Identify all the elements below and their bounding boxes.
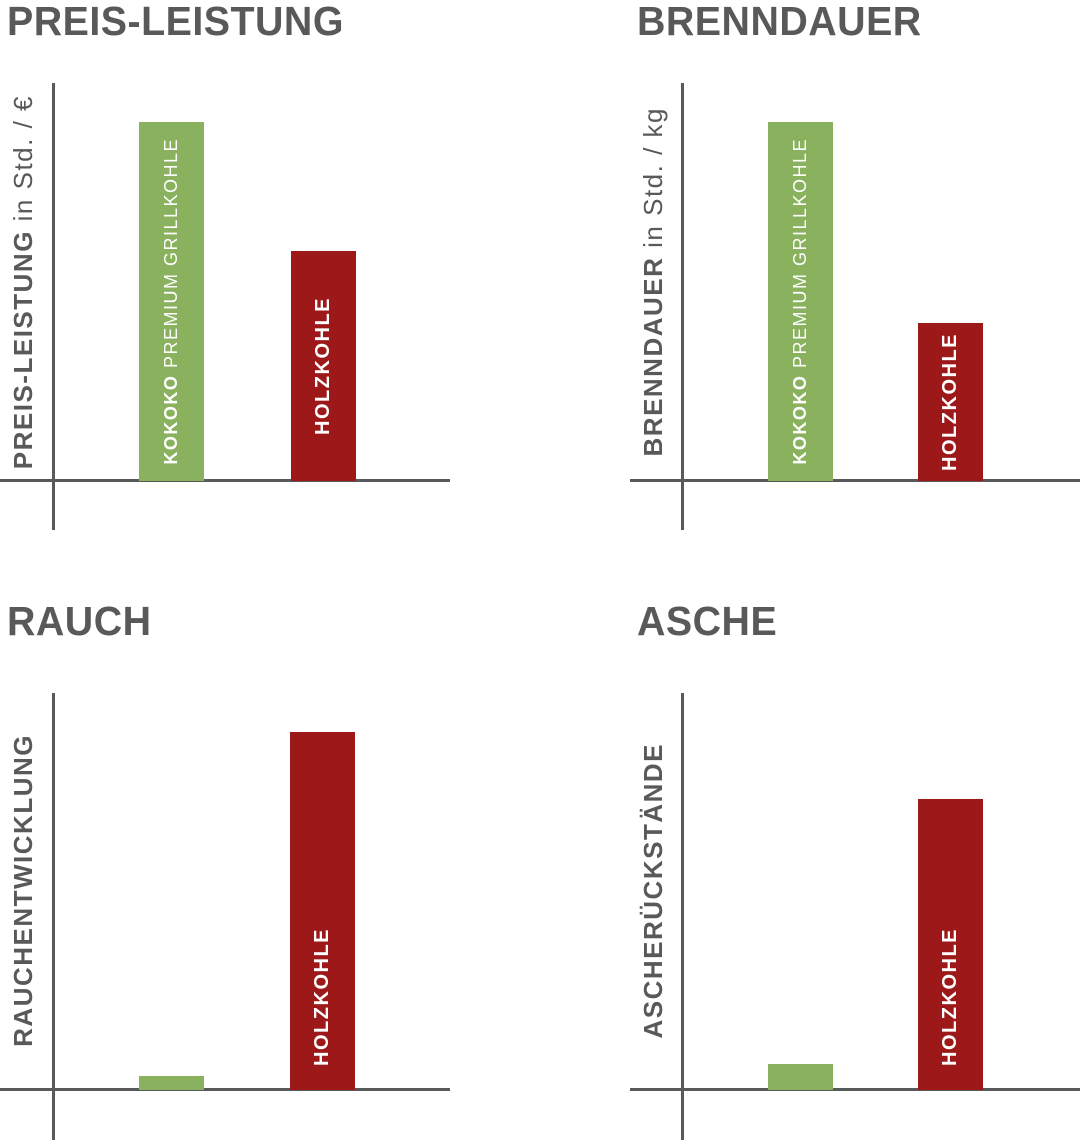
bar-label-product: PREMIUM GRILLKOHLE bbox=[161, 138, 181, 369]
chart-title-brenndauer: BRENNDAUER bbox=[637, 0, 922, 44]
bar-label-kokoko: KOKOKO PREMIUM GRILLKOHLE bbox=[161, 138, 182, 465]
bar-holzkohle: HOLZKOHLE bbox=[918, 799, 983, 1090]
y-axis-label-brenndauer: BRENNDAUER in Std. / kg bbox=[632, 83, 674, 481]
y-axis-label-unit: in Std. / kg bbox=[637, 107, 668, 249]
y-axis-label-preis-leistung: PREIS-LEISTUNG in Std. / € bbox=[2, 83, 44, 481]
y-axis-label-text: RAUCHENTWICKLUNG bbox=[8, 734, 39, 1047]
y-axis-label-text: PREIS-LEISTUNG in Std. / € bbox=[8, 95, 39, 469]
bar-kokoko: KOKOKO PREMIUM GRILLKOHLE bbox=[768, 122, 833, 481]
y-axis-label-bold: BRENNDAUER bbox=[637, 256, 668, 457]
bar-holzkohle: HOLZKOHLE bbox=[290, 732, 355, 1090]
y-axis-label-bold: RAUCHENTWICKLUNG bbox=[7, 734, 38, 1047]
y-axis-line bbox=[52, 83, 55, 530]
bar-label-holzkohle: HOLZKOHLE bbox=[939, 333, 961, 471]
bar-kokoko: KOKOKO PREMIUM GRILLKOHLE bbox=[139, 122, 204, 481]
chart-title-preis-leistung: PREIS-LEISTUNG bbox=[7, 0, 344, 44]
y-axis-line bbox=[52, 693, 55, 1140]
x-axis-line bbox=[630, 1088, 1080, 1091]
y-axis-label-bold: PREIS-LEISTUNG bbox=[7, 229, 38, 470]
y-axis-label-asche: ASCHERÜCKSTÄNDE bbox=[632, 693, 674, 1088]
bar-holzkohle: HOLZKOHLE bbox=[291, 251, 356, 481]
bar-label-holzkohle: HOLZKOHLE bbox=[312, 297, 334, 435]
y-axis-label-text: ASCHERÜCKSTÄNDE bbox=[638, 743, 669, 1039]
chart-preis-leistung: PREIS-LEISTUNG PREIS-LEISTUNG in Std. / … bbox=[0, 0, 540, 572]
bar-label-product: PREMIUM GRILLKOHLE bbox=[790, 138, 810, 369]
y-axis-label-rauch: RAUCHENTWICKLUNG bbox=[2, 693, 44, 1088]
x-axis-line bbox=[630, 479, 1080, 482]
bar-label-brand: KOKOKO bbox=[161, 374, 181, 465]
chart-brenndauer: BRENNDAUER BRENNDAUER in Std. / kg KOKOK… bbox=[630, 0, 1080, 572]
y-axis-line bbox=[681, 83, 684, 530]
y-axis-label-unit: in Std. / € bbox=[7, 94, 38, 222]
bar-label-kokoko: KOKOKO PREMIUM GRILLKOHLE bbox=[790, 138, 811, 465]
y-axis-line bbox=[681, 693, 684, 1140]
bar-label-brand: KOKOKO bbox=[790, 374, 810, 465]
chart-title-rauch: RAUCH bbox=[7, 598, 152, 644]
chart-title-asche: ASCHE bbox=[637, 598, 778, 644]
bar-kokoko bbox=[768, 1064, 833, 1090]
chart-rauch: RAUCH RAUCHENTWICKLUNG HOLZKOHLE bbox=[0, 598, 540, 1144]
bar-kokoko bbox=[139, 1076, 204, 1090]
bar-holzkohle: HOLZKOHLE bbox=[918, 323, 983, 481]
chart-asche: ASCHE ASCHERÜCKSTÄNDE HOLZKOHLE bbox=[630, 598, 1080, 1144]
x-axis-line bbox=[0, 479, 450, 482]
bar-label-holzkohle: HOLZKOHLE bbox=[311, 928, 333, 1066]
x-axis-line bbox=[0, 1088, 450, 1091]
y-axis-label-bold: ASCHERÜCKSTÄNDE bbox=[637, 742, 668, 1039]
y-axis-label-text: BRENNDAUER in Std. / kg bbox=[638, 107, 669, 456]
bar-label-holzkohle: HOLZKOHLE bbox=[939, 928, 961, 1066]
